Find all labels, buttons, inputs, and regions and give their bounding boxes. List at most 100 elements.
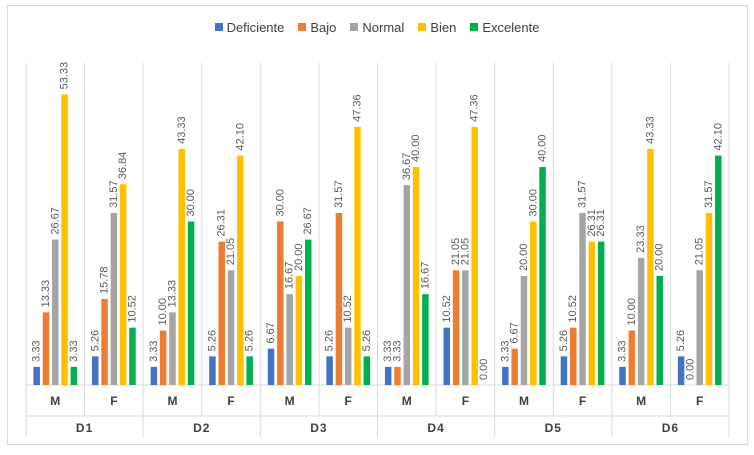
bar-normal (520, 276, 528, 385)
legend-label: Deficiente (226, 19, 285, 35)
bar-bajo (42, 312, 50, 385)
bar-excelente (304, 239, 312, 385)
group-label: D3 (310, 421, 327, 435)
data-label: 13.33 (166, 280, 178, 308)
bar-bajo (335, 212, 343, 385)
data-label: 16.67 (419, 262, 431, 290)
data-label: 6.67 (265, 322, 277, 343)
data-label: 23.33 (635, 225, 647, 253)
bar-excelente (187, 221, 195, 385)
bar-bien (237, 155, 244, 385)
bar-deficiente (384, 366, 392, 385)
data-label: 20.00 (293, 243, 305, 271)
data-label: 3.33 (617, 340, 629, 361)
data-label: 40.00 (410, 134, 422, 162)
bar-normal (579, 212, 586, 385)
legend-swatch (470, 23, 479, 31)
data-label: 31.57 (108, 180, 120, 208)
data-label: 21.05 (225, 238, 237, 266)
data-label: 10.52 (441, 295, 453, 323)
data-label: 31.57 (703, 180, 715, 208)
data-label: 10.52 (567, 295, 579, 323)
data-label: 5.26 (89, 330, 101, 351)
data-label: 10.00 (157, 298, 169, 326)
data-label: 31.57 (333, 180, 345, 208)
bar-deficiente (92, 356, 99, 385)
bar-bien (705, 212, 713, 385)
data-label: 3.33 (391, 340, 403, 361)
subcategory-label: F (227, 394, 234, 408)
bar-excelente (656, 276, 663, 385)
bar-bien (588, 241, 596, 385)
bar-normal (286, 294, 293, 385)
bar-deficiente (560, 356, 568, 385)
legend-item-excelente: Excelente (470, 20, 539, 35)
data-label: 21.05 (459, 238, 471, 266)
bar-excelente (363, 356, 371, 385)
subcategory-label: M (167, 394, 177, 408)
bar-excelente (422, 294, 429, 385)
chart-legend: Deficiente Bajo Normal Bien Excelente (0, 17, 754, 37)
data-label: 10.00 (626, 298, 638, 326)
bar-bajo (159, 330, 167, 385)
data-label: 5.26 (206, 330, 218, 351)
bar-deficiente (502, 366, 509, 385)
subcategory-label: M (285, 394, 295, 408)
bar-excelente (70, 366, 78, 385)
data-label: 26.31 (216, 209, 228, 237)
bar-deficiente (209, 356, 216, 385)
legend-swatch (298, 23, 307, 31)
bar-bien (530, 221, 537, 385)
bar-bien (119, 184, 127, 385)
data-label: 15.78 (99, 266, 111, 294)
bar-normal (696, 270, 703, 385)
data-label: 21.05 (450, 238, 462, 266)
bar-bien (647, 148, 654, 385)
legend-item-normal: Normal (350, 20, 404, 35)
bar-deficiente (677, 356, 685, 385)
legend-label: Bajo (310, 19, 337, 35)
data-label: 53.33 (59, 62, 71, 90)
bar-normal (462, 270, 469, 385)
legend-label: Bien (430, 19, 457, 35)
legend-item-deficiente: Deficiente (214, 19, 285, 35)
data-label: 20.00 (654, 243, 666, 271)
data-label: 30.00 (185, 189, 197, 217)
bar-normal (637, 257, 645, 385)
data-label: 26.67 (302, 207, 314, 235)
data-label: 5.26 (244, 330, 256, 351)
data-label: 43.33 (176, 116, 188, 144)
bar-bien (471, 126, 478, 385)
legend-label: Excelente (482, 19, 540, 35)
data-label: 30.00 (527, 189, 539, 217)
bar-normal (52, 239, 59, 385)
data-label: 5.26 (558, 330, 570, 351)
data-label: 36.84 (117, 152, 129, 180)
legend-label: Normal (362, 19, 405, 35)
subcategory-label: F (579, 394, 586, 408)
legend-item-bajo: Bajo (298, 20, 336, 35)
subcategory-label: F (462, 394, 469, 408)
bar-bajo (394, 366, 401, 385)
bar-bien (178, 148, 186, 385)
data-label: 10.52 (126, 295, 138, 323)
data-label: 13.33 (40, 280, 52, 308)
legend-swatch (214, 23, 223, 31)
bar-normal (227, 270, 235, 385)
data-label: 21.05 (694, 238, 706, 266)
data-label: 0.00 (684, 359, 696, 380)
bar-bajo (511, 348, 518, 385)
data-label: 20.00 (518, 243, 530, 271)
data-label: 5.26 (675, 330, 687, 351)
bar-excelente (246, 356, 253, 385)
bar-bien (295, 276, 303, 385)
data-label: 43.33 (644, 116, 656, 144)
subcategory-label: M (50, 394, 60, 408)
bar-normal (110, 212, 118, 385)
data-label: 31.57 (577, 180, 589, 208)
subcategory-label: M (519, 394, 529, 408)
group-label: D1 (76, 421, 93, 435)
bar-normal (169, 312, 176, 385)
bar-deficiente (33, 366, 40, 385)
data-label: 47.36 (469, 94, 481, 122)
